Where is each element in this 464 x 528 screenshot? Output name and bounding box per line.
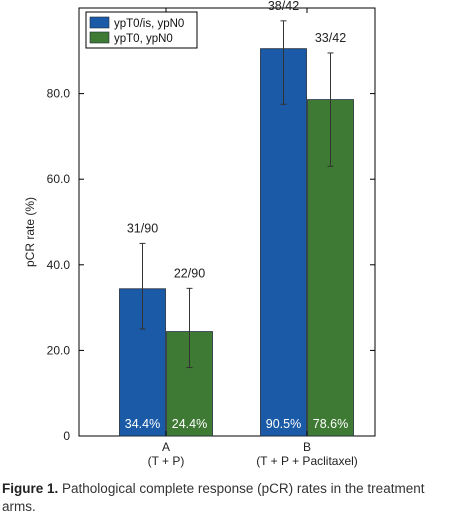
- bar-count-label: 31/90: [127, 221, 158, 235]
- bar: [260, 48, 307, 437]
- y-tick-label: 20.0: [47, 343, 71, 357]
- caption-label: Figure 1.: [2, 481, 59, 496]
- bar-value-label: 24.4%: [172, 417, 207, 431]
- y-tick-label: 80.0: [47, 87, 71, 101]
- x-tick-label: B: [303, 440, 311, 454]
- bar-count-label: 38/42: [268, 0, 299, 13]
- legend-label: ypT0, ypN0: [114, 33, 173, 45]
- bar: [307, 99, 354, 437]
- y-tick-label: 60.0: [47, 172, 71, 186]
- y-tick-label: 40.0: [47, 258, 71, 272]
- y-tick-label: 0: [63, 429, 70, 443]
- x-tick-sublabel: (T + P + Paclitaxel): [256, 454, 358, 468]
- bar-value-label: 78.6%: [313, 417, 348, 431]
- bar-value-label: 90.5%: [266, 417, 301, 431]
- bar-count-label: 33/42: [315, 31, 346, 45]
- x-tick-label: A: [162, 440, 170, 454]
- x-tick-sublabel: (T + P): [148, 454, 185, 468]
- figure-caption: Figure 1. Pathological complete response…: [2, 480, 457, 516]
- bar-chart: 0 20.0 40.0 60.0 80.0 pCR rate (%) A(T + P) 34.…: [23, 0, 376, 468]
- caption-text: Pathological complete response (pCR) rat…: [2, 481, 425, 514]
- legend-swatch: [89, 31, 110, 44]
- bar-value-label: 34.4%: [125, 417, 160, 431]
- legend-label: ypT0/is, ypN0: [114, 18, 184, 30]
- bar-count-label: 22/90: [174, 266, 205, 280]
- plot-frame: [78, 7, 376, 437]
- y-axis-label: pCR rate (%): [23, 197, 37, 267]
- legend-swatch: [89, 16, 110, 29]
